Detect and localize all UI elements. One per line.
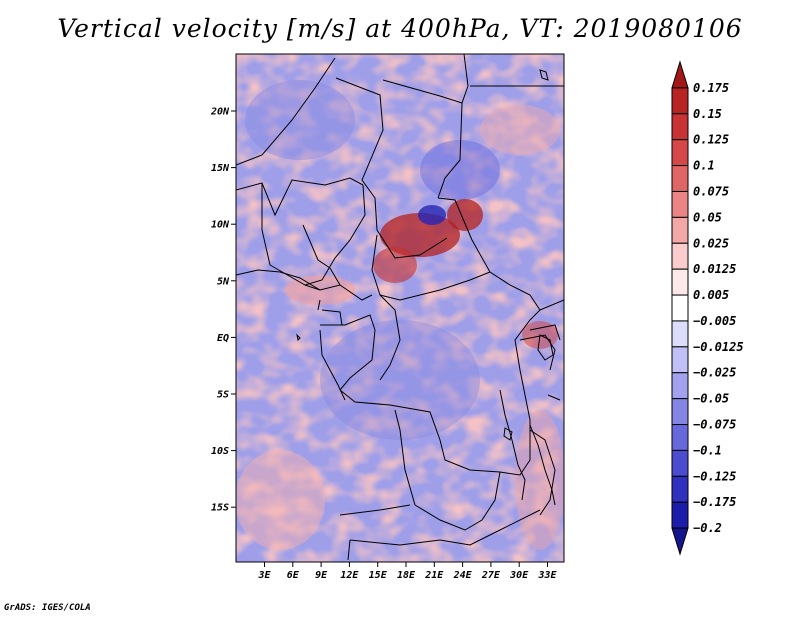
lon-tick-label: 9E <box>315 570 328 581</box>
lat-tick-label: 5S <box>217 390 229 401</box>
lat-tick-label: EQ <box>217 333 229 344</box>
lon-tick-label: 33E <box>537 570 557 581</box>
colorbar-label: −0.005 <box>693 314 736 328</box>
colorbar-segment <box>671 294 689 322</box>
colorbar-label: 0.0125 <box>693 262 736 276</box>
colorbar: 0.175 0.15 0.125 0.1 0.075 0.05 0.025 0.0125 0.0… <box>671 60 744 556</box>
lat-tick-label: 5N <box>217 276 230 287</box>
colorbar-label: 0.175 <box>693 81 729 95</box>
lon-tick-label: 12E <box>340 570 359 581</box>
country-borders <box>236 54 564 561</box>
colorbar-segment <box>671 268 689 296</box>
colorbar-segment <box>671 242 689 270</box>
colorbar-bottom-triangle <box>671 527 689 556</box>
colorbar-label: −0.0125 <box>693 340 744 354</box>
colorbar-label: 0.025 <box>693 236 729 250</box>
lon-tick-label: 21E <box>424 570 444 581</box>
colorbar-segment <box>671 87 689 115</box>
lat-tick-label: 15N <box>211 163 230 174</box>
lon-tick-label: 15E <box>369 570 388 581</box>
colorbar-segment <box>671 165 689 192</box>
lon-tick-label: 6E <box>287 570 300 581</box>
lon-tick-label: 3E <box>257 570 271 581</box>
colorbar-label: 0.1 <box>693 159 715 173</box>
lon-tick-label: 27E <box>481 570 501 581</box>
colorbar-label: 0.005 <box>693 288 729 302</box>
map-frame <box>235 53 565 563</box>
colorbar-segment <box>671 320 689 348</box>
colorbar-label: −0.175 <box>693 495 736 509</box>
map-title: Vertical velocity [m/s] at 400hPa, VT: 2… <box>57 14 743 43</box>
colorbar-segment <box>671 216 689 244</box>
lat-tick-label: 10N <box>211 220 230 231</box>
map-field <box>236 54 564 562</box>
colorbar-segment <box>671 346 689 374</box>
colorbar-top-triangle <box>671 60 689 89</box>
colorbar-label: 0.125 <box>693 133 729 147</box>
colorbar-segment <box>671 398 689 426</box>
colorbar-segment <box>671 113 689 141</box>
lat-tick-label: 15S <box>211 503 229 514</box>
colorbar-label: −0.025 <box>693 366 736 380</box>
latitude-axis: 20N 15N 10N 5N EQ 5S 10S 15S <box>210 107 236 514</box>
coastline <box>236 69 556 506</box>
lon-tick-label: 24E <box>453 570 473 581</box>
longitude-axis: 3E 6E 9E 12E 15E 18E 21E 24E 27E 30E 33E <box>257 562 558 581</box>
lon-tick-label: 30E <box>509 570 529 581</box>
colorbar-label: 0.05 <box>693 210 722 224</box>
colorbar-label: −0.075 <box>693 418 736 432</box>
colorbar-label: −0.125 <box>693 469 736 483</box>
colorbar-segment <box>671 372 689 400</box>
colorbar-segment <box>671 501 689 529</box>
colorbar-label: −0.2 <box>693 521 722 535</box>
colorbar-segment <box>671 190 689 218</box>
grads-credit: GrADS: IGES/COLA <box>4 603 91 613</box>
lat-tick-label: 20N <box>210 107 230 118</box>
colorbar-label: 0.075 <box>693 184 729 198</box>
colorbar-segment <box>671 449 689 477</box>
colorbar-label: 0.15 <box>693 107 722 121</box>
lon-tick-label: 18E <box>397 570 416 581</box>
colorbar-label: −0.1 <box>693 443 722 457</box>
colorbar-segment <box>671 139 689 167</box>
colorbar-label: −0.05 <box>693 392 729 406</box>
colorbar-segment <box>671 424 689 451</box>
lat-tick-label: 10S <box>211 446 229 457</box>
colorbar-segment <box>671 475 689 503</box>
